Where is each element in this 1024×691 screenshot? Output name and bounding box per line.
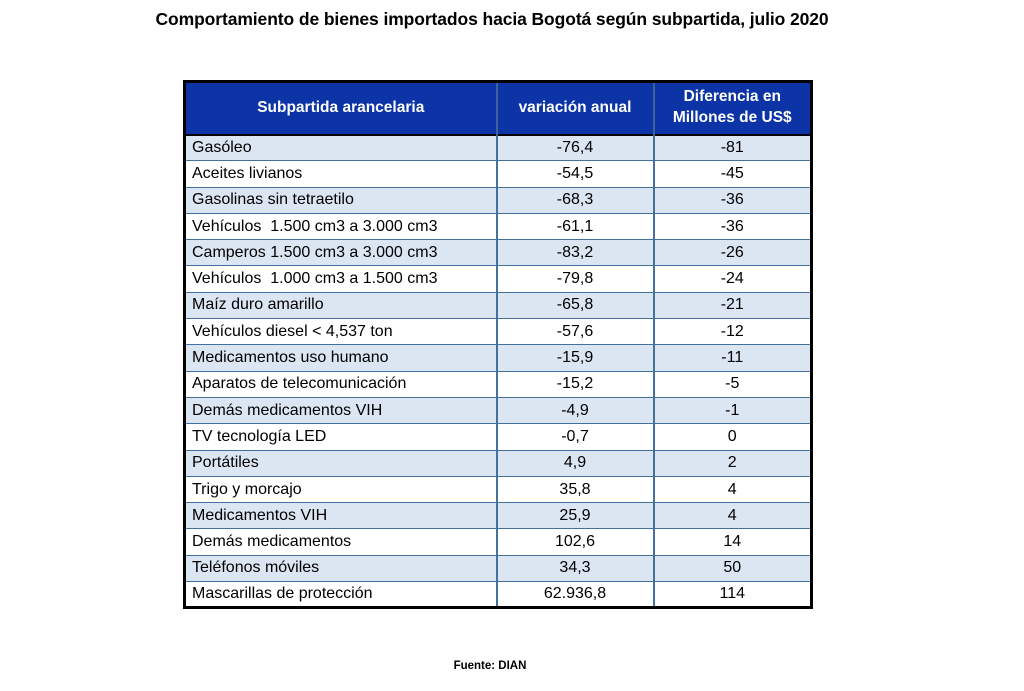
cell-diferencia: -26 xyxy=(652,239,812,266)
cell-diferencia: -81 xyxy=(652,134,812,161)
cell-variacion: -0,7 xyxy=(495,423,654,451)
cell-subpartida: TV tecnología LED xyxy=(192,427,327,445)
table-row: Teléfonos móviles 34,3 50 xyxy=(184,555,812,582)
cell-subpartida: Medicamentos VIH xyxy=(192,506,328,524)
cell-subpartida: Gasolinas sin tetraetilo xyxy=(192,191,354,209)
cell-variacion: -76,4 xyxy=(495,134,654,161)
cell-variacion: 25,9 xyxy=(495,502,654,529)
cell-diferencia: -36 xyxy=(652,213,812,240)
table-row: Gasóleo -76,4 -81 xyxy=(184,134,812,161)
cell-subpartida: Maíz duro amarillo xyxy=(192,296,324,314)
cell-variacion: -57,6 xyxy=(495,318,654,345)
cell-subpartida: Vehículos diesel < 4,537 ton xyxy=(192,322,393,340)
cell-diferencia: -12 xyxy=(652,318,812,345)
table-row: Camperos 1.500 cm3 a 3.000 cm3 -83,2 -26 xyxy=(184,239,812,266)
table-body: Gasóleo -76,4 -81 Aceites livianos -54,5… xyxy=(184,134,812,608)
table-row: Vehículos diesel < 4,537 ton -57,6 -12 xyxy=(184,318,812,345)
cell-diferencia: -45 xyxy=(652,160,812,188)
cell-variacion: 62.936,8 xyxy=(495,581,654,608)
cell-diferencia: 50 xyxy=(652,555,812,582)
table-row: Demás medicamentos VIH -4,9 -1 xyxy=(184,397,812,424)
cell-subpartida: Demás medicamentos VIH xyxy=(192,401,383,419)
cell-variacion: -65,8 xyxy=(495,292,654,319)
cell-diferencia: 114 xyxy=(652,581,812,608)
cell-diferencia: -24 xyxy=(652,265,812,293)
cell-subpartida: Demás medicamentos xyxy=(192,533,352,551)
table-row: Aceites livianos -54,5 -45 xyxy=(184,160,812,188)
cell-variacion: 35,8 xyxy=(495,476,654,503)
cell-variacion: -54,5 xyxy=(495,160,654,188)
cell-subpartida: Aceites livianos xyxy=(192,164,303,182)
cell-diferencia: -5 xyxy=(652,371,812,398)
col-header-diferencia: Diferencia en Millones de US$ xyxy=(652,81,812,135)
cell-variacion: -83,2 xyxy=(495,239,654,266)
cell-subpartida: Mascarillas de protección xyxy=(192,585,373,603)
cell-diferencia: 4 xyxy=(652,476,812,503)
page-title: Comportamiento de bienes importados haci… xyxy=(155,9,829,29)
table-row: Portátiles 4,9 2 xyxy=(184,450,812,477)
cell-subpartida: Medicamentos uso humano xyxy=(192,349,389,367)
cell-diferencia: 0 xyxy=(652,423,812,451)
cell-variacion: -61,1 xyxy=(495,213,654,240)
cell-variacion: -4,9 xyxy=(495,397,654,424)
cell-subpartida: Vehículos 1.500 cm3 a 3.000 cm3 xyxy=(192,217,438,235)
cell-subpartida: Camperos 1.500 cm3 a 3.000 cm3 xyxy=(192,243,438,261)
cell-variacion: 4,9 xyxy=(495,450,654,477)
table-row: TV tecnología LED -0,7 0 xyxy=(184,423,812,451)
cell-diferencia: -11 xyxy=(652,344,812,372)
table-header: Subpartida arancelaria variación anual D… xyxy=(184,81,812,135)
table-row: Vehículos 1.000 cm3 a 1.500 cm3 -79,8 -2… xyxy=(184,265,812,293)
cell-variacion: 34,3 xyxy=(495,555,654,582)
table-row: Demás medicamentos 102,6 14 xyxy=(184,528,812,556)
cell-variacion: -15,9 xyxy=(495,344,654,372)
cell-variacion: -79,8 xyxy=(495,265,654,293)
cell-diferencia: 4 xyxy=(652,502,812,529)
cell-diferencia: 14 xyxy=(652,528,812,556)
col-header-variacion: variación anual xyxy=(495,81,654,135)
cell-subpartida: Vehículos 1.000 cm3 a 1.500 cm3 xyxy=(192,270,438,288)
table-row: Gasolinas sin tetraetilo -68,3 -36 xyxy=(184,187,812,214)
cell-subpartida: Gasóleo xyxy=(192,138,252,156)
table-row: Vehículos 1.500 cm3 a 3.000 cm3 -61,1 -3… xyxy=(184,213,812,240)
col-header-subpartida: Subpartida arancelaria xyxy=(184,81,497,135)
table-row: Maíz duro amarillo -65,8 -21 xyxy=(184,292,812,319)
cell-variacion: 102,6 xyxy=(495,528,654,556)
source-note: Fuente: DIAN xyxy=(453,660,527,672)
cell-diferencia: -1 xyxy=(652,397,812,424)
imports-table: Subpartida arancelaria variación anual D… xyxy=(183,80,813,610)
table-row: Aparatos de telecomunicación -15,2 -5 xyxy=(184,371,812,398)
cell-subpartida: Aparatos de telecomunicación xyxy=(192,375,407,393)
table-row: Trigo y morcajo 35,8 4 xyxy=(184,476,812,503)
cell-diferencia: -36 xyxy=(652,187,812,214)
cell-subpartida: Trigo y morcajo xyxy=(192,480,302,498)
cell-subpartida: Portátiles xyxy=(192,454,259,472)
table-row: Medicamentos uso humano -15,9 -11 xyxy=(184,344,812,372)
cell-variacion: -68,3 xyxy=(495,187,654,214)
cell-diferencia: -21 xyxy=(652,292,812,319)
table-row: Medicamentos VIH 25,9 4 xyxy=(184,502,812,529)
cell-diferencia: 2 xyxy=(652,450,812,477)
table-row: Mascarillas de protección 62.936,8 114 xyxy=(184,581,812,608)
cell-variacion: -15,2 xyxy=(495,371,654,398)
cell-subpartida: Teléfonos móviles xyxy=(192,559,320,577)
table-header-row: Subpartida arancelaria variación anual D… xyxy=(184,81,812,135)
